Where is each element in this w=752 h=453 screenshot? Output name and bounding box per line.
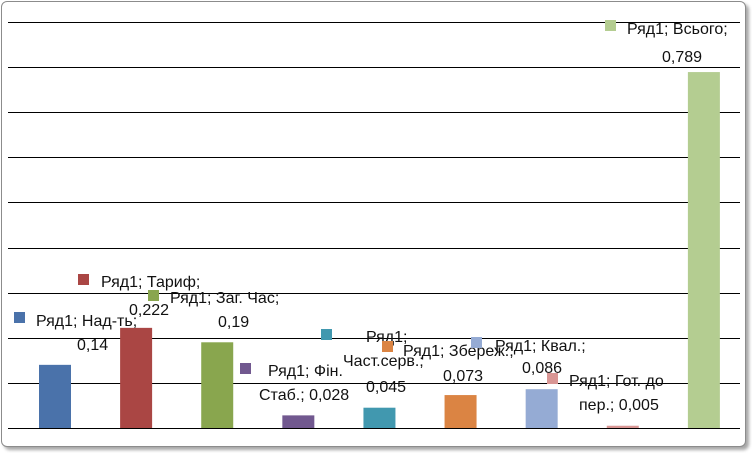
data-label-4: Ряд1; Фін. Стаб.; 0,028 (240, 363, 349, 404)
data-label-text: 0,086 (522, 360, 562, 377)
bar-3 (201, 342, 234, 428)
data-label-2: Ряд1; Тариф; 0,222 (78, 274, 200, 319)
data-label-text: Ряд1; Тариф; (101, 274, 200, 291)
data-label-5: Ряд1; Част.серв.; 0,045 (321, 329, 424, 396)
legend-key-marker (148, 290, 159, 301)
bar-6 (444, 395, 477, 428)
data-label-text: 0,222 (129, 302, 169, 319)
bar-7 (525, 389, 558, 428)
data-label-text: Част.серв.; (343, 353, 424, 370)
data-label-text: Ряд1; Фін. (268, 363, 343, 380)
bar-9 (687, 72, 720, 428)
data-label-text: 0,19 (218, 314, 249, 331)
legend-key-marker (321, 329, 332, 340)
data-label-text: 0,045 (366, 379, 406, 396)
bar-1 (39, 364, 71, 428)
legend-key-marker (14, 312, 25, 323)
data-label-text: 0,14 (77, 337, 108, 354)
legend-key-marker (78, 274, 89, 285)
legend-key-marker (605, 20, 616, 31)
bar-8 (606, 425, 639, 428)
legend-key-marker (240, 363, 251, 374)
data-label-text: Ряд1; Над-ть; (36, 313, 137, 330)
data-label-text: Ряд1; Збереж.; (403, 343, 514, 360)
data-label-7: Ряд1; Квал.; 0,086 (471, 337, 586, 377)
bars (39, 72, 720, 428)
data-label-9: Ряд1; Всього; 0,789 (605, 20, 728, 66)
data-label-text: пер.; 0,005 (579, 397, 659, 414)
data-label-6: Ряд1; Збереж.; 0,073 (382, 341, 514, 385)
legend-key-marker (547, 373, 558, 384)
data-label-text: Ряд1; Заг. Час; (170, 290, 279, 307)
data-label-text: Ряд1; Гот. до (569, 373, 664, 390)
data-label-1: Ряд1; Над-ть; 0,14 (14, 312, 137, 354)
legend-key-marker (382, 341, 393, 352)
bar-5 (363, 407, 396, 428)
data-label-text: Ряд1; Квал.; (495, 338, 586, 355)
data-label-text: Ряд1; Всього; (627, 21, 728, 38)
data-label-8: Ряд1; Гот. до пер.; 0,005 (547, 373, 664, 414)
data-label-text: 0,789 (662, 49, 702, 66)
data-label-3: Ряд1; Заг. Час; 0,19 (148, 290, 279, 331)
bar-4 (282, 415, 315, 428)
data-label-text: Ряд1; (366, 329, 407, 346)
data-label-text: Стаб.; 0,028 (259, 387, 349, 404)
bar-2 (120, 327, 153, 428)
legend-key-marker (471, 337, 482, 348)
data-label-text: 0,073 (443, 368, 483, 385)
